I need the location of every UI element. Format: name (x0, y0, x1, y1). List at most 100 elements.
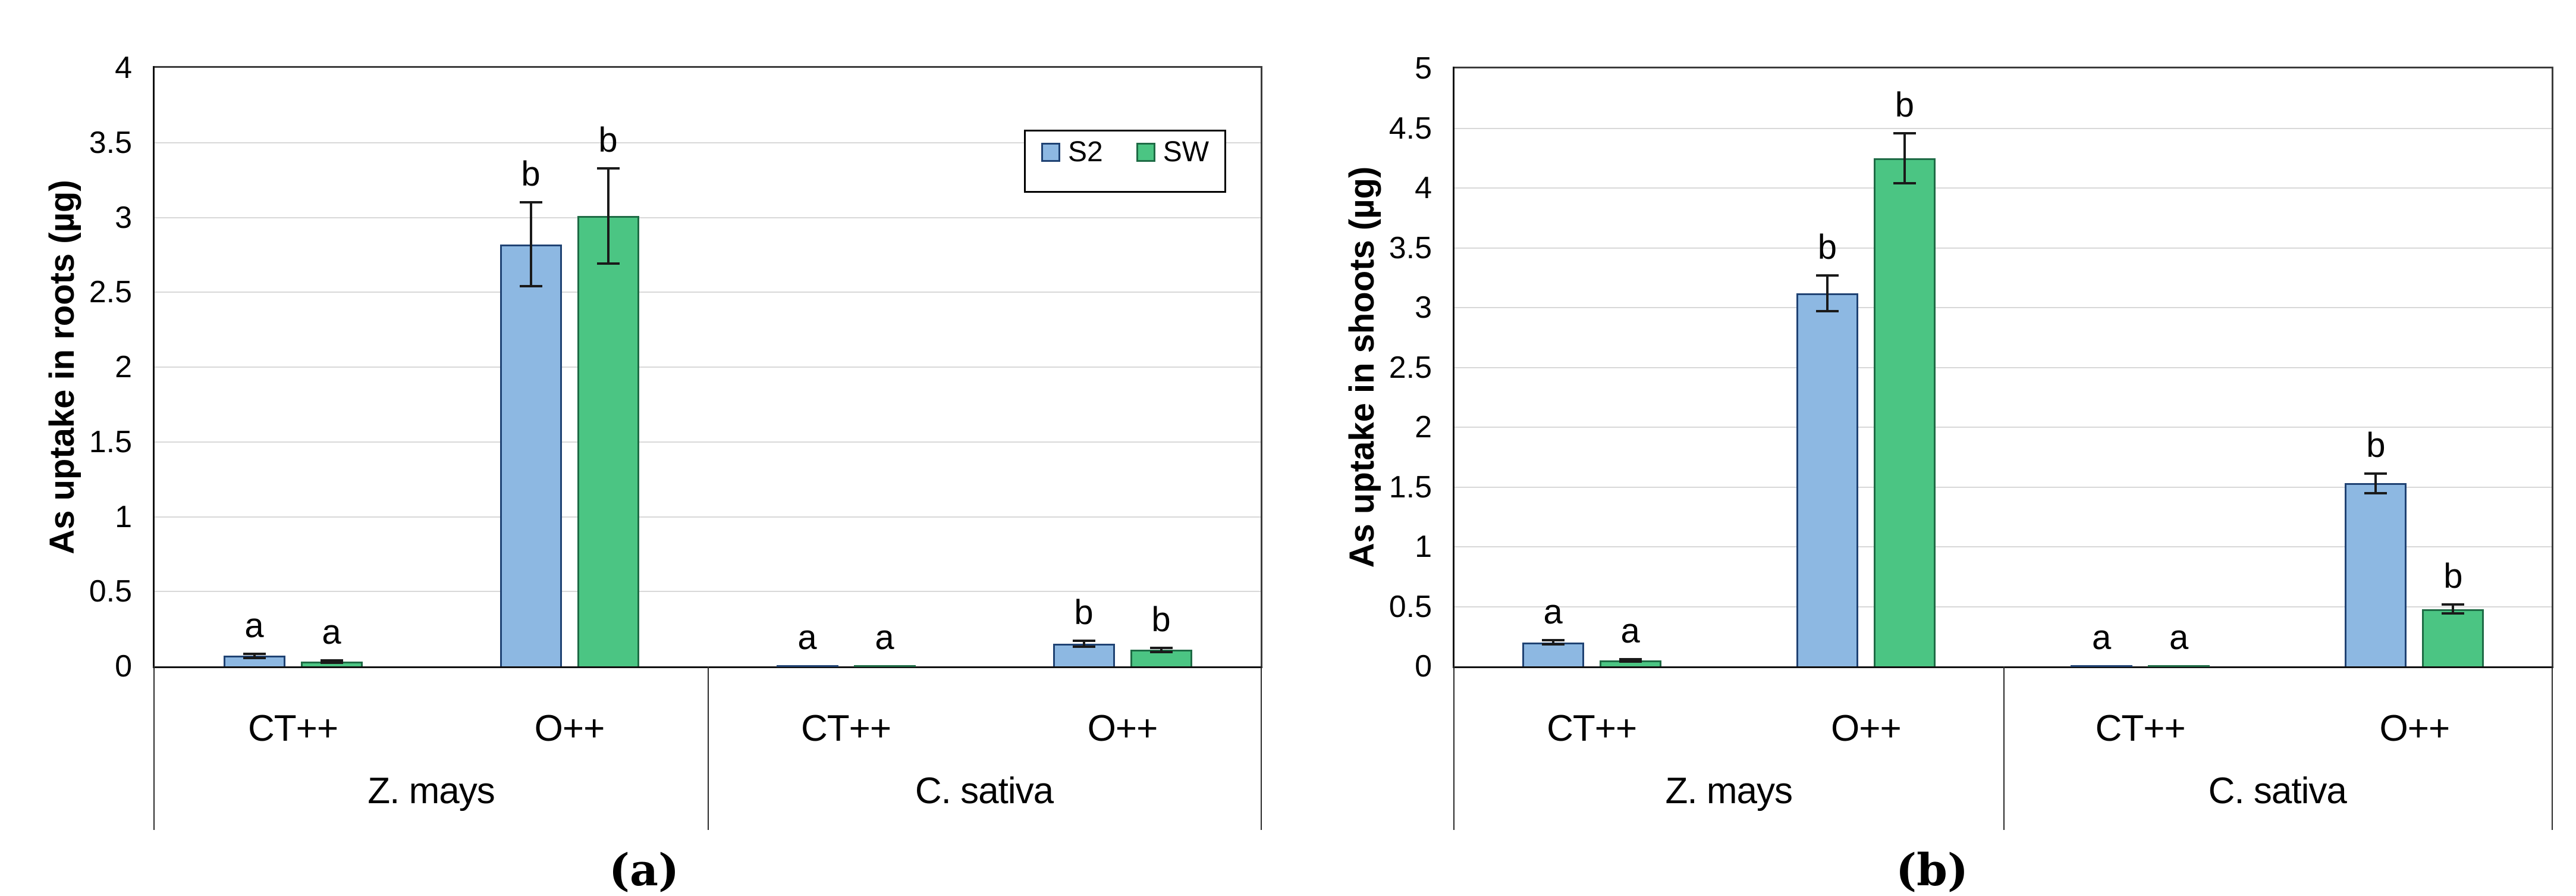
panel-a: As uptake in roots (µg) 0 0.5 1 1.5 2 2.5 3 3.5… (0, 0, 1288, 896)
group-label: C. sativa (2208, 770, 2347, 812)
significance-letter: a (2169, 618, 2189, 657)
group-label: Z. mays (367, 770, 495, 812)
error-bar-cap-bottom (1619, 660, 1642, 663)
bar-sw-1 (1873, 158, 1936, 666)
gridline (1455, 187, 2552, 189)
error-bar-cap-bottom (519, 285, 542, 288)
y-tick-label: 3.5 (1388, 230, 1432, 265)
group-label: Z. mays (1665, 770, 1793, 812)
error-bar-cap-bottom (1815, 310, 1839, 313)
y-tick-label: 3.5 (89, 125, 132, 160)
panel-caption-b: (b) (1896, 845, 1968, 896)
y-tick-label: 0.5 (89, 574, 132, 609)
bar-s2-1 (500, 244, 562, 666)
y-tick-label: 0 (1415, 649, 1432, 684)
y-tick-label: 1 (1415, 530, 1432, 564)
y-tick-label: 4 (115, 51, 132, 85)
y-axis-line (153, 66, 155, 666)
error-bar-cap-top (243, 652, 266, 655)
plot-border-top (155, 66, 1262, 68)
group-divider (1261, 666, 1262, 830)
error-bar-line (2374, 474, 2377, 493)
gridline (1455, 247, 2552, 249)
y-tick-label: 3 (115, 200, 132, 235)
significance-letter: b (2366, 426, 2386, 465)
error-bar-cap-bottom (243, 657, 266, 660)
legend-item-s2: S2 (1041, 137, 1103, 167)
error-bar-cap-top (596, 167, 620, 170)
y-tick-label: 4.5 (1388, 111, 1432, 146)
error-bar-cap-top (1149, 647, 1173, 650)
gridline (155, 217, 1261, 218)
y-tick-label: 2.5 (1388, 350, 1432, 385)
bar-s2-0 (1522, 642, 1584, 666)
group-divider (708, 666, 709, 830)
group-divider (2003, 666, 2005, 830)
y-tick-label: 3 (1415, 290, 1432, 325)
panel-b: As uptake in shoots (µg) 0 0.5 1 1.5 2 2.5 3 3.… (1288, 0, 2576, 896)
gridline (155, 591, 1261, 593)
error-bar-line (2452, 604, 2455, 613)
significance-letter: b (521, 155, 541, 194)
category-label: O++ (534, 708, 605, 749)
legend-swatch-sw-icon (1136, 143, 1155, 162)
y-tick-label: 1.5 (89, 424, 132, 459)
y-tick-label: 0.5 (1388, 589, 1432, 624)
y-tick-label: 5 (1415, 51, 1432, 86)
group-divider (2552, 666, 2553, 830)
gridline (1455, 546, 2552, 547)
y-tick-label: 0 (115, 649, 132, 684)
significance-letter: a (1620, 612, 1640, 651)
bar-sw-3 (2422, 609, 2484, 666)
error-bar-cap-bottom (2442, 612, 2465, 615)
legend-item-sw: SW (1136, 137, 1209, 167)
error-bar-cap-top (320, 659, 343, 662)
significance-letter: b (1895, 85, 1914, 124)
significance-letter: a (322, 613, 341, 652)
category-label: CT++ (247, 708, 338, 749)
error-bar-cap-top (2364, 472, 2387, 475)
group-label: C. sativa (915, 770, 1054, 812)
significance-letter: b (1817, 227, 1837, 267)
plot-border-right (2552, 67, 2553, 666)
gridline (1455, 127, 2552, 129)
error-bar-cap-top (1815, 274, 1839, 277)
significance-letter: a (797, 618, 817, 657)
category-label: CT++ (800, 708, 891, 749)
error-bar-cap-bottom (596, 262, 620, 265)
legend-label-sw: SW (1163, 136, 1210, 168)
error-bar-cap-bottom (1072, 646, 1095, 648)
category-label: CT++ (2095, 708, 2186, 749)
gridline (155, 441, 1261, 443)
significance-letter: a (875, 618, 894, 657)
gridline (155, 292, 1261, 293)
error-bar-cap-top (1619, 658, 1642, 661)
bar-s2-3 (2345, 483, 2407, 666)
plot-border-right (1261, 66, 1262, 666)
category-label: O++ (2379, 708, 2451, 749)
significance-letter: b (2443, 557, 2463, 596)
error-bar-line (607, 168, 610, 264)
gridline (155, 516, 1261, 518)
bar-s2-2 (2071, 665, 2133, 667)
gridline (1455, 606, 2552, 607)
category-label: O++ (1831, 708, 1902, 749)
bar-s2-2 (776, 665, 838, 667)
panel-caption-a: (a) (609, 845, 679, 896)
error-bar-cap-bottom (2364, 491, 2387, 494)
y-tick-label: 1 (115, 499, 132, 534)
significance-letter: b (1074, 593, 1094, 632)
significance-letter: b (598, 120, 618, 159)
y-tick-label: 2.5 (89, 275, 132, 310)
category-label: CT++ (1547, 708, 1637, 749)
error-bar-line (1826, 275, 1829, 312)
y-tick-label: 2 (115, 350, 132, 384)
gridline (1455, 427, 2552, 428)
significance-letter: b (1151, 600, 1171, 640)
bar-sw-1 (577, 215, 639, 666)
group-divider (1453, 666, 1455, 830)
error-bar-line (253, 653, 256, 659)
error-bar-cap-bottom (1541, 643, 1565, 646)
legend-swatch-s2-icon (1041, 143, 1060, 162)
error-bar-line (330, 660, 333, 663)
